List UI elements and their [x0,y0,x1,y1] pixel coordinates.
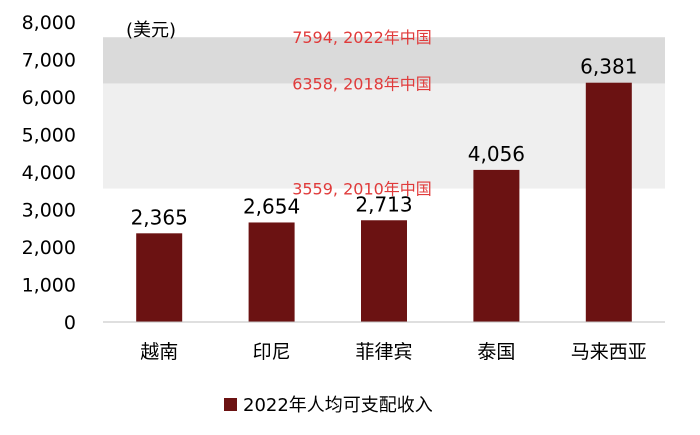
x-tick-label-1: 越南 [140,341,178,363]
bar-2 [248,222,295,322]
bar-label-2: 2,654 [243,194,300,218]
bar-3 [361,220,407,322]
reference-annotation-3: 3559, 2010年中国 [292,180,432,199]
reference-annotations: 7594, 2022年中国 6358, 2018年中国 3559, 2010年中国 [292,28,432,198]
x-axis-tick-labels: 越南 印尼 菲律宾 泰国 马来西亚 [140,341,647,363]
y-tick-label-6: 5,000 [22,125,76,147]
y-tick-label-9: 8,000 [22,12,76,34]
y-tick-label-2: 1,000 [22,275,76,297]
y-tick-label-8: 7,000 [22,50,76,72]
bar-data-labels: 2,365 2,654 2,713 4,056 6,381 [131,55,638,230]
reference-band-2 [103,83,665,189]
legend-swatch [224,398,237,411]
x-tick-label-3: 菲律宾 [355,341,412,363]
y-tick-label-3: 2,000 [22,237,76,259]
bar-label-4: 4,056 [468,142,525,166]
bar-4 [473,169,520,322]
legend: 2022年人均可支配收入 [224,395,433,416]
legend-label: 2022年人均可支配收入 [243,395,433,416]
bar-label-1: 2,365 [131,205,188,229]
reference-annotation-2: 6358, 2018年中国 [292,75,432,94]
x-tick-label-2: 印尼 [253,341,291,363]
y-tick-label-1: 0 [64,312,76,334]
reference-bands [103,37,665,189]
y-tick-label-4: 3,000 [22,200,76,222]
bar-label-3: 2,713 [355,192,412,216]
y-tick-label-7: 6,000 [22,87,76,109]
x-tick-label-4: 泰国 [477,341,515,363]
reference-annotation-1: 7594, 2022年中国 [292,28,432,47]
x-tick-label-5: 马来西亚 [571,341,647,363]
bar-5 [585,82,632,323]
y-tick-label-5: 4,000 [22,162,76,184]
y-unit-label: (美元) [126,20,176,41]
bar-series [136,82,632,323]
bar-label-5: 6,381 [580,55,637,79]
y-axis-tick-labels: 0 1,000 2,000 3,000 4,000 5,000 6,000 7,000 8,00… [22,12,76,334]
reference-band-1 [103,37,665,84]
bar-1 [136,233,183,322]
